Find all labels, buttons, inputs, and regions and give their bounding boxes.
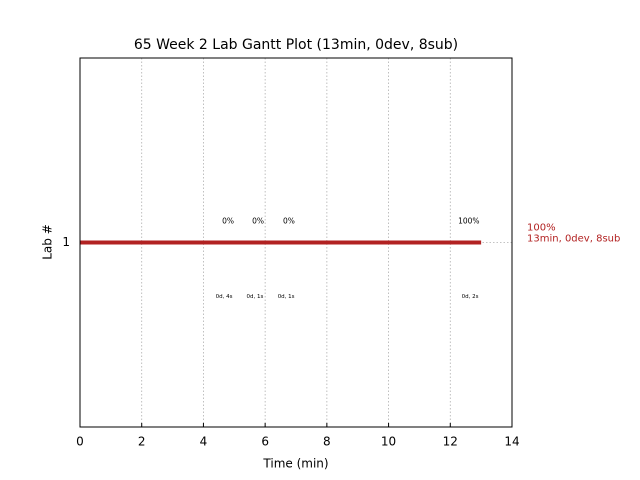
side-label: 13min, 0dev, 8sub (527, 234, 620, 245)
y-axis-label: Lab # (41, 224, 55, 260)
annotation: 0% (222, 217, 234, 226)
annotation-below: 0d, 4s (216, 294, 233, 300)
annotation-below: 0d, 2s (462, 294, 479, 300)
x-tick-label: 6 (261, 435, 269, 449)
y-tick-label: 1 (62, 235, 70, 249)
x-tick-label: 14 (504, 435, 519, 449)
annotation: 0% (283, 217, 295, 226)
x-tick-label: 4 (200, 435, 208, 449)
annotation-below: 0d, 1s (278, 294, 295, 300)
annotation-below: 0d, 1s (247, 294, 264, 300)
x-axis-label: Time (min) (262, 457, 328, 471)
annotation: 0% (252, 217, 264, 226)
side-label: 100% (527, 223, 556, 234)
x-tick-label: 0 (76, 435, 84, 449)
x-tick-label: 12 (443, 435, 458, 449)
annotation: 100% (458, 217, 479, 226)
x-tick-label: 10 (381, 435, 396, 449)
x-tick-label: 2 (138, 435, 146, 449)
x-tick-label: 8 (323, 435, 331, 449)
chart-title: 65 Week 2 Lab Gantt Plot (13min, 0dev, 8… (134, 37, 458, 53)
plot-frame (79, 57, 513, 428)
